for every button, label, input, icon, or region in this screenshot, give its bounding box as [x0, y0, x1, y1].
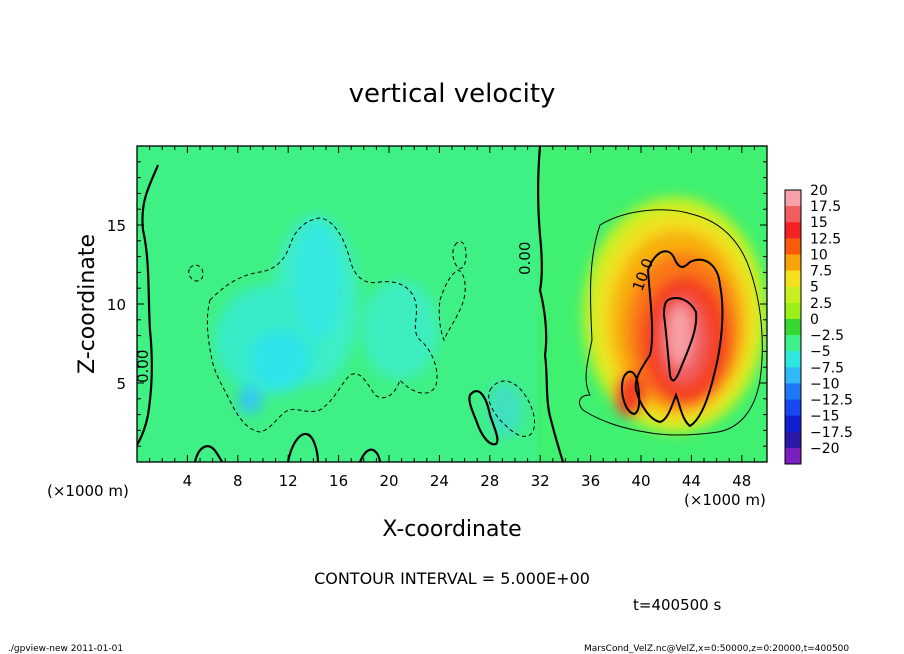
colorbar-label: 5 [810, 280, 819, 296]
time-text: t=400500 s [633, 596, 721, 614]
x-tick-label: 24 [430, 472, 449, 490]
x-tick-label: 48 [732, 472, 751, 490]
x-tick-label: 12 [279, 472, 298, 490]
downdraft-region [215, 215, 523, 438]
y-axis: 5 10 15 [107, 161, 767, 447]
neg-contour-right [488, 380, 536, 437]
colorbar-swatch [785, 383, 801, 401]
colorbar-label: −5 [810, 344, 831, 360]
colorbar-swatch [785, 222, 801, 239]
contour-label-1: 0.00 [134, 350, 152, 383]
footer-left: ./gpview-new 2011-01-01 [8, 644, 123, 654]
colorbar-label: 15 [810, 215, 828, 231]
neg-contour-top [452, 241, 467, 269]
chart-title: vertical velocity [349, 79, 556, 109]
contour-5 [579, 209, 763, 436]
footer-right: MarsCond_VelZ.nc@VelZ,x=0:50000,z=0:2000… [584, 644, 849, 654]
x-unit-label-left: (×1000 m) [47, 482, 129, 500]
colorbar-label: 2.5 [810, 296, 832, 312]
colorbar-label: 20 [810, 183, 828, 199]
colorbar-label: −7.5 [810, 360, 844, 376]
contour-label-0: 0.00 [516, 242, 534, 275]
x-tick-label: 44 [682, 472, 701, 490]
zero-contour-bottom-4 [468, 390, 499, 446]
negative-contours [188, 217, 536, 437]
contour-interval-text: CONTOUR INTERVAL = 5.000E+00 [314, 569, 590, 588]
contour-lines [137, 146, 763, 462]
colorbar-label: 7.5 [810, 264, 832, 280]
colorbar-label: −15 [810, 409, 840, 425]
colorbar-label: −2.5 [810, 328, 844, 344]
colorbar-label: 10 [810, 247, 828, 263]
neg-contour-main [206, 217, 438, 433]
x-tick-label: 40 [631, 472, 650, 490]
colorbar-swatch [785, 286, 801, 304]
zero-contour-bottom-2 [286, 432, 320, 462]
x-tick-label: 8 [233, 472, 243, 490]
y-tick-label: 15 [107, 217, 126, 235]
colorbar-swatch [785, 206, 801, 223]
colorbar-frame [784, 189, 802, 465]
x-axis: 4 8 12 16 20 24 28 32 36 40 44 48 [149, 146, 755, 490]
contour-10-small [620, 370, 641, 416]
x-tick-label: 20 [379, 472, 398, 490]
colorbar-swatch [785, 415, 801, 433]
colorbar-label: 0 [810, 312, 819, 328]
colorbar-label: −10 [810, 376, 840, 392]
y-tick-label: 5 [116, 375, 126, 393]
y-tick-label: 10 [107, 296, 126, 314]
x-axis-title: X-coordinate [382, 517, 521, 542]
x-tick-label: 28 [480, 472, 499, 490]
colorbar-swatch [785, 270, 801, 288]
colorbar-swatch [785, 351, 801, 368]
x-tick-label: 4 [183, 472, 193, 490]
zero-contour-right [537, 146, 565, 462]
zero-contour-bottom-1 [193, 445, 223, 462]
neg-contour-small [188, 264, 204, 282]
colorbar-label: −20 [810, 441, 840, 457]
x-tick-label: 36 [581, 472, 600, 490]
colorbar-swatch [785, 318, 801, 336]
colorbar-swatch [785, 335, 801, 352]
colorbar-label: −12.5 [810, 393, 853, 409]
colorbar-swatch [785, 367, 801, 384]
colorbar: 2017.51512.5107.552.50−2.5−5−7.5−10−12.5… [784, 183, 853, 465]
colorbar-label: 12.5 [810, 231, 841, 247]
colorbar-swatch [785, 399, 801, 417]
colorbar-label: −17.5 [810, 425, 853, 441]
contour-10 [634, 250, 724, 428]
colorbar-swatch [785, 447, 801, 465]
y-axis-title: Z-coordinate [75, 234, 100, 374]
colorbar-label: 17.5 [810, 199, 841, 215]
x-tick-label: 32 [531, 472, 550, 490]
zero-contour-left [137, 164, 160, 446]
contour-15 [662, 297, 698, 382]
plot-area: 0.00 0.00 10.0 [134, 146, 767, 462]
colorbar-swatch [785, 302, 801, 320]
updraft-region [583, 197, 767, 433]
colorbar-swatch [785, 254, 801, 272]
neg-contour-upper [438, 269, 466, 342]
colorbar-swatch [785, 431, 801, 449]
x-tick-label: 16 [329, 472, 348, 490]
colorbar-swatch [785, 238, 801, 255]
colorbar-swatch [785, 190, 801, 207]
x-unit-label-right: (×1000 m) [684, 491, 766, 509]
